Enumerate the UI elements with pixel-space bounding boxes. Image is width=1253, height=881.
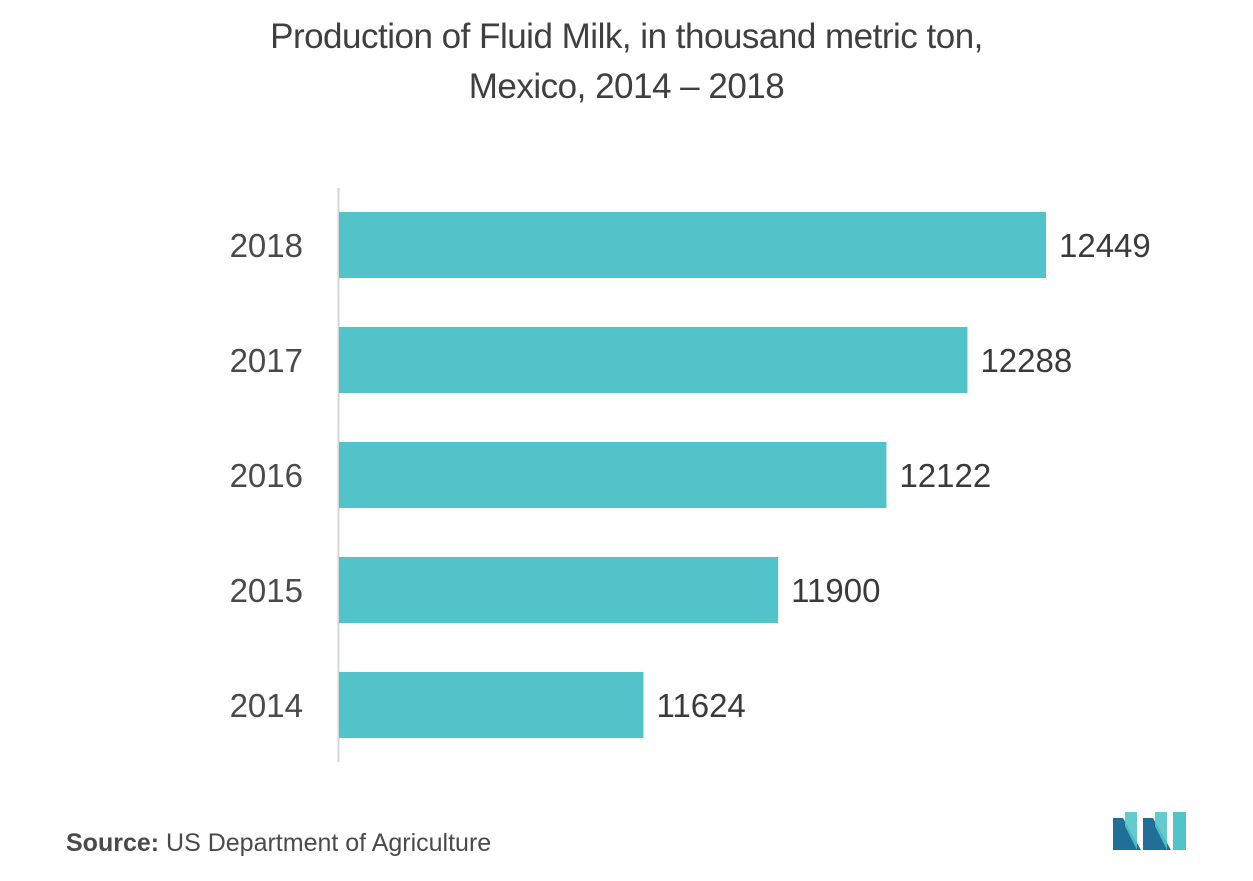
data-label-2017: 12288: [980, 342, 1072, 379]
chart-title-line-2: Mexico, 2014 – 2018: [468, 67, 785, 106]
bar-chart: 2018 12449 2017 12288 2016 12122 2015 11900 2014…: [230, 188, 1151, 762]
data-label-2015: 11900: [791, 572, 880, 609]
source-label: Source:: [66, 829, 160, 857]
bar-2015: [339, 557, 779, 623]
category-label-2014: 2014: [230, 687, 303, 724]
category-label-2018: 2018: [230, 227, 303, 264]
chart-title-line-1: Production of Fluid Milk, in thousand me…: [270, 17, 983, 56]
bar-2017: [339, 327, 968, 393]
data-label-2016: 12122: [899, 457, 991, 494]
category-label-2016: 2016: [230, 457, 303, 494]
source-note: Source: US Department of Agriculture: [66, 829, 491, 858]
source-text: US Department of Agriculture: [159, 829, 492, 857]
bar-2016: [339, 442, 887, 508]
data-label-2014: 11624: [656, 687, 745, 724]
bar-2014: [339, 672, 644, 738]
category-label-2015: 2015: [230, 572, 303, 609]
data-label-2018: 12449: [1059, 227, 1151, 264]
mordor-intelligence-logo-icon: [1113, 812, 1186, 850]
bars-group: 2018 12449 2017 12288 2016 12122 2015 11900 2014…: [230, 212, 1151, 738]
chart-title: Production of Fluid Milk, in thousand me…: [0, 12, 1253, 112]
category-label-2017: 2017: [230, 342, 303, 379]
bar-2018: [339, 212, 1046, 278]
